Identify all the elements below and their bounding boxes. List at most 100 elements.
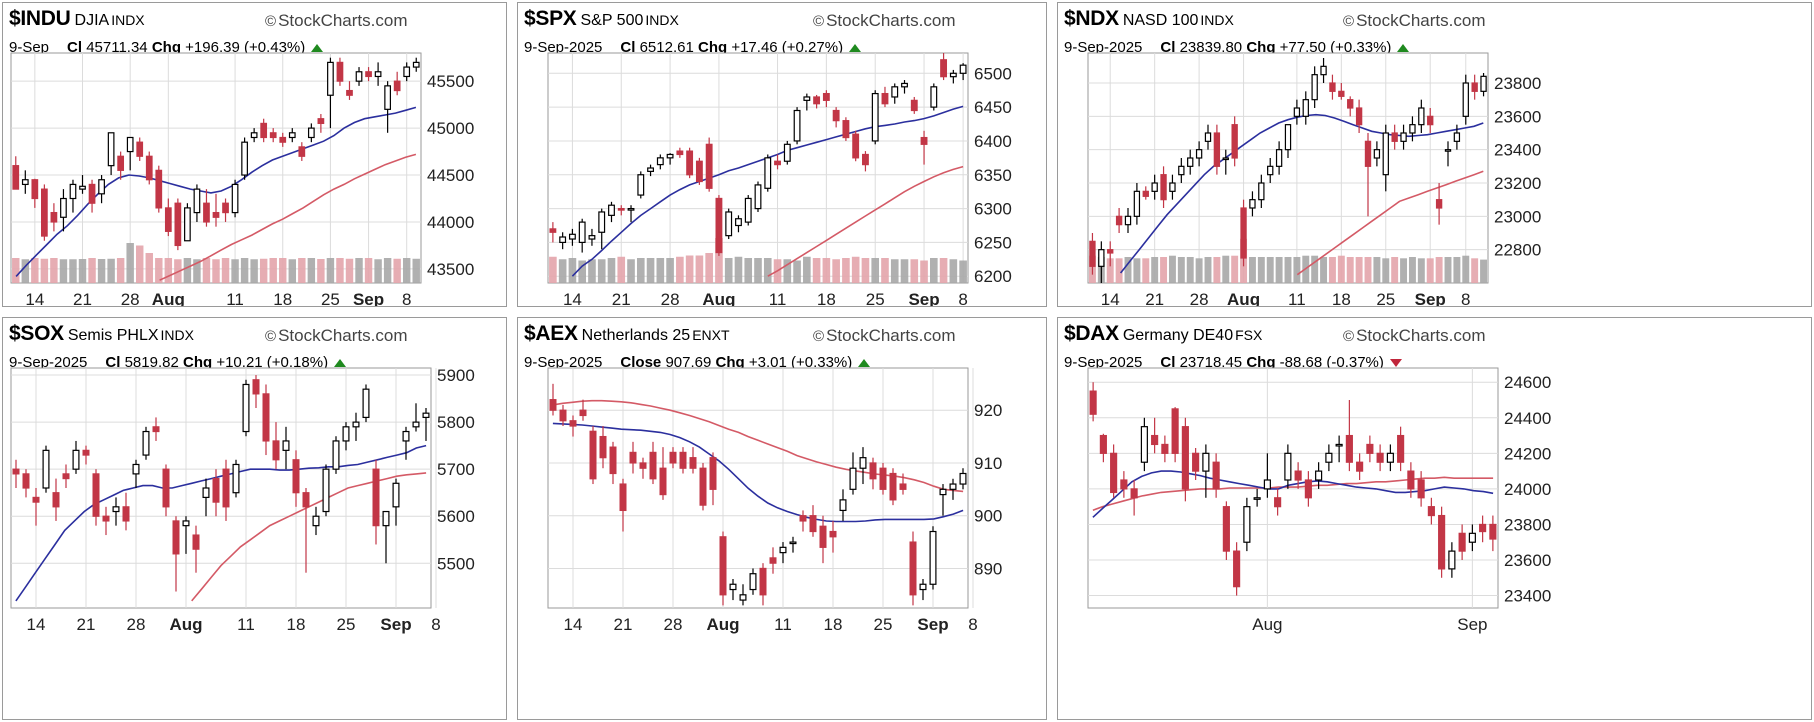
volume-bar	[1373, 257, 1381, 283]
y-tick-label: 6250	[974, 233, 1012, 252]
candle-body	[568, 233, 576, 240]
candle-body	[117, 155, 125, 171]
volume-bar	[812, 258, 821, 283]
candle-body	[269, 132, 277, 139]
chart-panel-sox: $SOX Semis PHLX INDX © StockCharts.com 9-Sep-…	[2, 317, 507, 720]
candle-body	[1294, 470, 1302, 481]
candle-body	[910, 99, 918, 112]
candle-body	[342, 426, 350, 442]
candle-body	[202, 487, 210, 499]
volume-bar	[1115, 258, 1123, 283]
candle-body	[686, 150, 694, 176]
volume-bar	[724, 258, 733, 283]
volume-bar	[1480, 259, 1488, 283]
y-tick-label: 24000	[1504, 480, 1551, 499]
candle-body	[799, 515, 807, 522]
change-label: Chg	[151, 39, 181, 56]
candle-body	[901, 82, 908, 88]
volume-bar	[1364, 257, 1372, 283]
x-tick-label: 11	[1288, 290, 1306, 306]
candle-body	[98, 179, 105, 195]
candle-body	[842, 120, 850, 139]
candle-body	[1213, 132, 1221, 167]
y-tick-label: 5500	[437, 554, 475, 573]
moving-average-fast	[1092, 470, 1494, 518]
chart-symbol: $NDX	[1064, 7, 1119, 30]
volume-bar	[240, 258, 249, 283]
volume-bar	[1337, 255, 1345, 283]
candle-body	[1311, 74, 1318, 101]
volume-bar	[1160, 257, 1168, 283]
arrow-down-icon	[1389, 359, 1402, 368]
y-tick-label: 23000	[1494, 207, 1541, 226]
chart-date: 9-Sep-2025	[1064, 39, 1143, 56]
change-value: +3.01 (+0.33%)	[748, 354, 853, 371]
candle-body	[629, 451, 637, 464]
candle-body	[849, 467, 857, 490]
y-tick-label: 23400	[1494, 141, 1541, 160]
change-value: +77.50 (+0.33%)	[1279, 39, 1392, 56]
y-tick-label: 5600	[437, 507, 475, 526]
candle-body	[272, 440, 280, 461]
candle-body	[82, 449, 90, 456]
x-tick-label: 25	[337, 615, 356, 634]
candle-body	[1438, 514, 1446, 570]
candle-body	[231, 183, 239, 214]
x-tick-label: Sep	[917, 615, 948, 634]
x-tick-label: Sep	[380, 615, 411, 634]
candle-body	[852, 133, 860, 159]
volume-bar	[50, 258, 58, 283]
volume-bar	[336, 258, 344, 283]
volume-bar	[59, 259, 68, 283]
close-value: 5819.82	[124, 354, 179, 371]
volume-bar	[627, 259, 635, 283]
brand-watermark: © StockCharts.com	[813, 11, 956, 31]
candle-body	[12, 468, 20, 475]
candle-body	[1133, 190, 1141, 217]
candle-body	[656, 157, 664, 166]
volume-bar	[298, 258, 306, 283]
y-tick-label: 6200	[974, 267, 1012, 286]
candle-body	[1304, 479, 1312, 499]
volume-bar	[734, 256, 743, 283]
x-tick-label: 14	[27, 615, 46, 634]
candle-body	[212, 211, 220, 218]
chart-panel-aex: $AEX Netherlands 25 ENXT © StockCharts.com 9-…	[517, 317, 1047, 720]
plot-area	[1087, 367, 1499, 609]
candle-body	[252, 379, 260, 395]
volume-bar	[1453, 257, 1461, 283]
volume-bar	[939, 258, 948, 283]
volume-bar	[212, 259, 220, 283]
change-label: Chg	[697, 39, 728, 56]
chart-panel-indu: $INDU DJIA INDX © StockCharts.com 9-Sep Cl 457…	[2, 2, 507, 307]
candle-body	[241, 141, 248, 176]
volume-bar	[656, 258, 665, 283]
candle-body	[182, 520, 190, 527]
candle-body	[372, 468, 380, 527]
volume-bar	[393, 258, 401, 283]
change-value: +17.46 (+0.27%)	[731, 39, 844, 56]
volume-bar	[822, 258, 831, 283]
x-tick-label: 25	[1376, 290, 1395, 306]
candle-body	[1320, 65, 1327, 76]
volume-bar	[145, 253, 153, 283]
moving-average-fast	[15, 106, 417, 277]
candle-body	[789, 541, 797, 545]
moving-average-slow	[159, 153, 417, 281]
chart-exchange: FSX	[1235, 327, 1263, 343]
chart-panel-ndx: $NDX NASD 100 INDX © StockCharts.com 9-Sep-20…	[1057, 2, 1812, 307]
candle-body	[317, 118, 325, 125]
brand-watermark: © StockCharts.com	[265, 11, 408, 31]
candle-body	[679, 451, 687, 469]
candle-body	[1181, 426, 1189, 490]
arrow-up-icon	[311, 44, 324, 53]
candle-body	[352, 421, 360, 428]
chart-title: $SPX S&P 500 INDX	[524, 7, 679, 31]
arrow-up-icon	[849, 44, 862, 53]
candle-body	[709, 457, 717, 490]
x-tick-label: 11	[769, 290, 787, 306]
candle-body	[659, 467, 667, 496]
candle-body	[666, 153, 674, 159]
candle-body	[332, 440, 340, 470]
y-tick-label: 24400	[1504, 409, 1551, 428]
